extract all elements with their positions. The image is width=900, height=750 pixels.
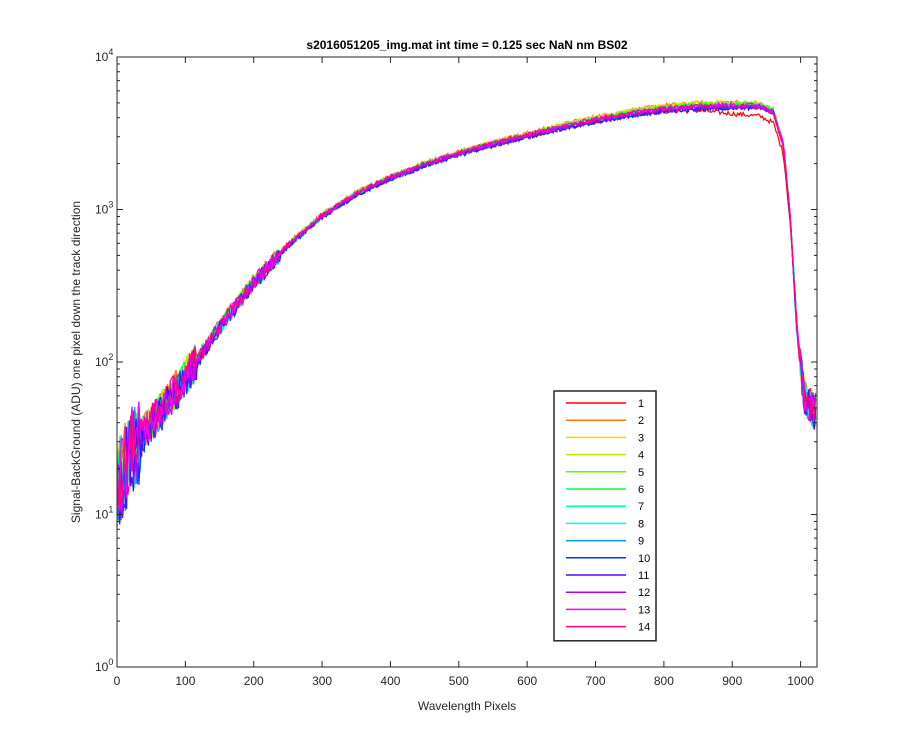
series-line-14 xyxy=(117,102,817,513)
y-tick-label: 104 xyxy=(95,47,113,64)
y-axis-label: Signal-BackGround (ADU) one pixel down t… xyxy=(69,201,83,523)
legend-label-14: 14 xyxy=(638,622,650,634)
legend-label-12: 12 xyxy=(638,587,650,599)
x-axis-label: Wavelength Pixels xyxy=(418,699,516,713)
x-tick-label: 500 xyxy=(449,674,469,688)
legend-label-13: 13 xyxy=(638,604,650,616)
legend-label-10: 10 xyxy=(638,553,650,565)
x-tick-label: 600 xyxy=(517,674,537,688)
series-layer xyxy=(117,98,817,528)
legend-label-3: 3 xyxy=(638,432,644,444)
x-tick-label: 300 xyxy=(312,674,332,688)
legend-label-7: 7 xyxy=(638,501,644,513)
legend-label-2: 2 xyxy=(638,415,644,427)
x-tick-label: 900 xyxy=(722,674,742,688)
legend-label-9: 9 xyxy=(638,536,644,548)
y-tick-label: 100 xyxy=(95,657,113,674)
x-tick-label: 100 xyxy=(175,674,195,688)
legend-label-11: 11 xyxy=(638,570,649,582)
axes-layer: 0 100 200 300 400 500 600 700 800 900 100010010110… xyxy=(95,47,818,688)
legend-label-6: 6 xyxy=(638,484,644,496)
x-tick-label: 200 xyxy=(244,674,264,688)
x-tick-label: 400 xyxy=(380,674,400,688)
x-tick-label: 1000 xyxy=(787,674,814,688)
legend-label-5: 5 xyxy=(638,467,644,479)
legend-box xyxy=(553,390,657,642)
plot-area xyxy=(117,57,817,667)
y-tick-label: 102 xyxy=(95,352,113,369)
chart-title: s2016051205_img.mat int time = 0.125 sec… xyxy=(306,38,628,52)
x-tick-label: 0 xyxy=(114,674,121,688)
legend-label-8: 8 xyxy=(638,518,644,530)
y-tick-label: 101 xyxy=(95,505,113,522)
legend-label-4: 4 xyxy=(638,450,644,462)
legend-label-1: 1 xyxy=(638,398,644,410)
x-tick-label: 800 xyxy=(654,674,674,688)
x-tick-label: 700 xyxy=(586,674,606,688)
y-tick-label: 103 xyxy=(95,200,113,217)
